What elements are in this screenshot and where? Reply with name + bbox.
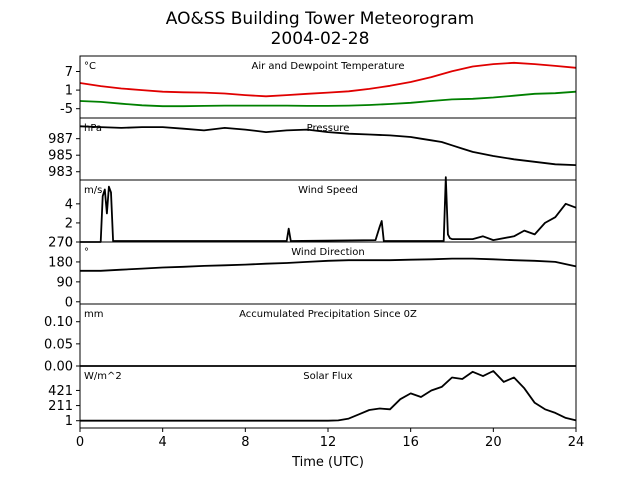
temperature-ytick-label: 7 (65, 65, 73, 80)
temperature-panel-title: Air and Dewpoint Temperature (252, 61, 405, 72)
wind_speed-panel-title: Wind Speed (298, 185, 358, 196)
wind_direction-ytick-label: 270 (48, 236, 73, 251)
wind_speed-ytick-label: 4 (65, 197, 73, 212)
pressure-unit-label: hPa (84, 123, 102, 134)
solar_flux-series-0 (80, 370, 577, 422)
wind_speed-ytick-label: 2 (65, 216, 73, 231)
wind_direction-panel-title: Wind Direction (291, 247, 365, 258)
panels-group: -5 1 7 °C Air and Dewpoint Temperature 983985… (44, 55, 577, 429)
pressure-ytick-label: 985 (48, 149, 73, 164)
wind_direction-series-0 (80, 257, 577, 272)
precipitation-unit-label: mm (84, 309, 103, 320)
solar_flux-ytick-label: 211 (48, 399, 73, 414)
wind_direction-unit-label: ° (84, 247, 89, 258)
wind_direction-ytick-label: 180 (48, 255, 73, 270)
x-tick-label: 20 (485, 435, 502, 450)
panel-wind_direction: 0 90 180 270 ° Wind Direction (48, 236, 577, 310)
temperature-ytick-label: -5 (60, 102, 73, 117)
wind_direction-ytick-label: 0 (65, 295, 73, 310)
x-tick-label: 16 (402, 435, 419, 450)
x-tick-label: 0 (76, 435, 84, 450)
x-axis-label: Time (UTC) (291, 455, 364, 470)
wind_speed-series-0 (80, 176, 577, 243)
solar_flux-unit-label: W/m^2 (84, 371, 122, 382)
pressure-panel-title: Pressure (307, 123, 350, 134)
solar_flux-panel-title: Solar Flux (303, 371, 353, 382)
wind_direction-ytick-label: 90 (56, 275, 73, 290)
wind_speed-ytick-label: 0 (65, 236, 73, 251)
panel-wind_speed: 0 2 4 m/s Wind Speed (65, 176, 577, 251)
precipitation-ytick-label: 0.05 (44, 337, 73, 352)
x-tick-label: 24 (568, 435, 585, 450)
temperature-series-1 (79, 90, 577, 108)
solar_flux-ytick-label: 421 (48, 384, 73, 399)
x-tick-label: 12 (320, 435, 337, 450)
figure-title: AO&SS Building Tower Meteorogram (166, 9, 474, 29)
pressure-ytick-label: 983 (48, 165, 73, 180)
pressure-ytick-label: 987 (48, 132, 73, 147)
figure-date: 2004-02-28 (271, 29, 370, 49)
temperature-series-0 (79, 61, 577, 98)
pressure-series-0 (79, 125, 577, 166)
x-axis: 0 4 8 12 16 20 24 (76, 428, 584, 450)
x-tick-label: 8 (241, 435, 249, 450)
solar_flux-ytick-label: 1 (65, 414, 73, 429)
precipitation-ytick-label: 0.00 (44, 360, 73, 375)
panel-temperature: -5 1 7 °C Air and Dewpoint Temperature (60, 55, 577, 119)
wind_speed-unit-label: m/s (84, 185, 102, 196)
precipitation-ytick-label: 0.10 (44, 315, 73, 330)
temperature-unit-label: °C (84, 61, 96, 72)
panel-precipitation: 0.00 0.05 0.10 mm Accumulated Precipitation … (44, 303, 577, 375)
temperature-ytick-label: 1 (65, 84, 73, 99)
precipitation-panel-title: Accumulated Precipitation Since 0Z (239, 309, 417, 320)
x-tick-label: 4 (159, 435, 167, 450)
